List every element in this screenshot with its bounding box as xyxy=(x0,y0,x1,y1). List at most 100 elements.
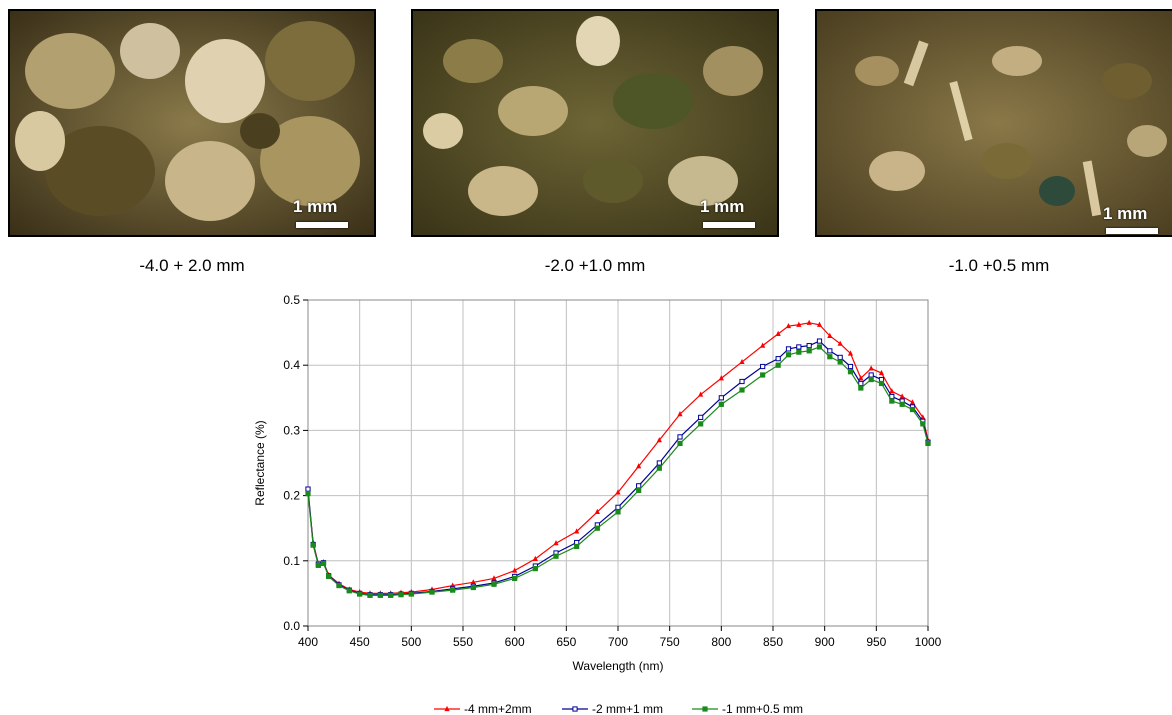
data-point xyxy=(470,584,476,591)
legend-item: -1 mm+0.5 mm xyxy=(692,702,803,715)
data-point xyxy=(677,440,683,447)
data-point xyxy=(326,573,332,580)
data-point xyxy=(796,349,802,355)
data-point xyxy=(837,359,843,365)
data-point xyxy=(553,553,559,559)
data-point xyxy=(899,393,905,399)
data-point xyxy=(450,587,456,593)
y-tick-label: 0.1 xyxy=(283,554,300,568)
data-point xyxy=(698,391,704,397)
scale-bar xyxy=(296,222,348,228)
data-point xyxy=(677,411,683,417)
y-tick-label: 0.3 xyxy=(283,423,300,437)
data-point xyxy=(320,560,327,567)
data-point xyxy=(899,401,905,407)
legend-label: -2 mm+1 mm xyxy=(592,702,663,715)
data-point xyxy=(847,363,854,370)
data-point xyxy=(398,592,404,598)
data-point xyxy=(806,319,812,325)
chart-series xyxy=(305,319,931,598)
y-tick-label: 0.2 xyxy=(283,489,300,503)
x-tick-label: 800 xyxy=(711,635,731,649)
chart-grid xyxy=(307,299,929,627)
data-point xyxy=(615,509,621,515)
chart-ticks: 400 450 500 550 600 650 700 750 800 850 900 950 1000… xyxy=(283,293,941,649)
data-point xyxy=(574,543,580,550)
data-point xyxy=(868,372,874,378)
data-point xyxy=(739,378,745,385)
data-point xyxy=(858,385,864,391)
data-point xyxy=(698,421,704,427)
data-point xyxy=(388,592,394,598)
data-point xyxy=(429,589,435,595)
data-point xyxy=(532,555,538,561)
data-point xyxy=(718,375,724,381)
data-point xyxy=(806,348,812,354)
data-point xyxy=(847,350,854,356)
x-tick-label: 750 xyxy=(660,635,680,649)
data-point xyxy=(925,440,931,447)
x-tick-label: 900 xyxy=(815,635,835,649)
series-line xyxy=(307,340,929,596)
data-point xyxy=(532,566,538,572)
legend-label: -4 mm+2mm xyxy=(464,702,532,715)
data-point xyxy=(305,486,311,492)
y-axis-title: Reflectance (%) xyxy=(253,420,267,505)
chart-legend: -4 mm+2mm -2 mm+1 mm -1 mm+0.5 mm xyxy=(434,702,803,715)
x-tick-label: 650 xyxy=(556,635,576,649)
data-point xyxy=(889,388,895,394)
data-point xyxy=(656,460,662,466)
data-point xyxy=(796,344,802,350)
data-point xyxy=(656,437,662,443)
data-point xyxy=(760,372,766,378)
data-point xyxy=(878,369,885,376)
data-point xyxy=(739,387,745,393)
y-tick-label: 0.0 xyxy=(283,619,300,633)
data-point xyxy=(698,414,704,420)
x-axis-title: Wavelength (nm) xyxy=(573,659,664,673)
photo-caption: -1.0 +0.5 mm xyxy=(948,256,1050,275)
data-point xyxy=(858,375,864,381)
data-point xyxy=(336,582,342,589)
data-point xyxy=(775,362,781,368)
data-point xyxy=(909,399,916,405)
y-tick-label: 0.5 xyxy=(283,293,300,307)
data-point xyxy=(574,528,580,534)
data-point xyxy=(636,463,642,469)
series-line xyxy=(307,346,929,596)
data-point xyxy=(315,562,321,568)
data-point xyxy=(377,592,383,598)
data-point xyxy=(615,504,621,510)
x-tick-label: 1000 xyxy=(915,635,942,649)
scale-label: 1 mm xyxy=(293,197,338,216)
data-point xyxy=(739,358,745,365)
legend-item: -2 mm+1 mm xyxy=(562,702,663,715)
x-tick-label: 450 xyxy=(350,635,370,649)
data-point xyxy=(847,369,854,375)
legend-label: -1 mm+0.5 mm xyxy=(722,702,803,715)
data-point xyxy=(470,579,476,585)
data-point xyxy=(909,406,916,413)
data-point xyxy=(615,489,621,495)
x-tick-label: 850 xyxy=(763,635,783,649)
data-point xyxy=(878,380,885,387)
scale-bar xyxy=(1106,228,1158,234)
data-point xyxy=(636,487,642,493)
data-point xyxy=(920,414,926,420)
series-square xyxy=(305,344,931,598)
data-point xyxy=(553,540,559,546)
photo-caption: -2.0 +1.0 mm xyxy=(544,256,646,275)
data-point xyxy=(868,376,874,383)
x-tick-label: 400 xyxy=(298,635,318,649)
series-line xyxy=(307,322,929,595)
data-point xyxy=(760,363,766,370)
particle-photo-fine xyxy=(815,9,1172,237)
data-point xyxy=(785,322,792,329)
data-point xyxy=(827,354,833,360)
photo-caption: -4.0 + 2.0 mm xyxy=(139,256,245,275)
data-point xyxy=(357,591,363,597)
data-point xyxy=(594,508,600,514)
data-point xyxy=(816,321,823,327)
data-point xyxy=(636,483,642,489)
